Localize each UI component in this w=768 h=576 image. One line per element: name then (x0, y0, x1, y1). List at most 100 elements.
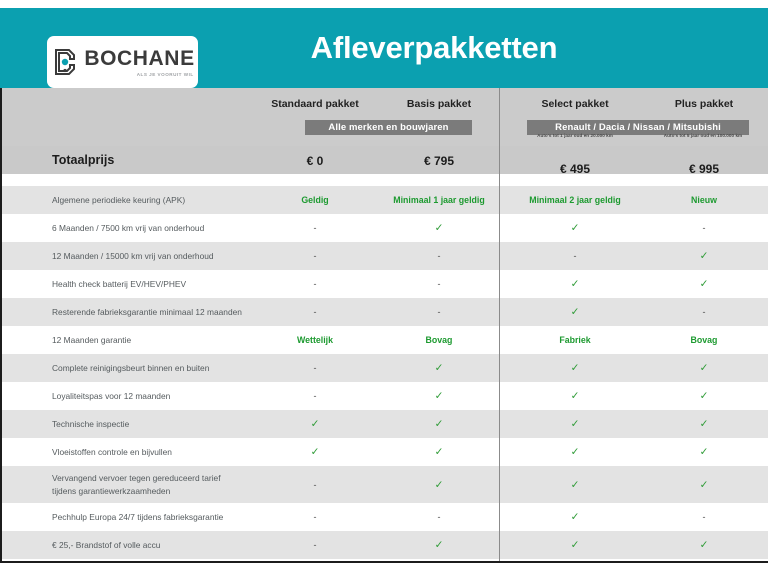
table-cell: - (573, 251, 577, 261)
note-plus-conditions: Auto's tot 5 jaar oud en 100.000 km (663, 133, 743, 138)
row-label: Resterende fabrieksgarantie minimaal 12 … (52, 306, 242, 317)
column-header-basis: Basis pakket (406, 98, 472, 110)
table-row: Algemene periodieke keuring (APK) Geldig M… (0, 186, 768, 214)
table-cell: ✓ (570, 511, 580, 523)
table-cell: - (313, 363, 317, 373)
table-cell: - (437, 279, 441, 289)
column-header-standaard: Standaard pakket (271, 98, 359, 110)
table-cell: - (313, 540, 317, 550)
table-cell: ✓ (434, 478, 444, 491)
table-row: Health check batterij EV/HEV/PHEV - - ✓ ✓ (0, 270, 768, 298)
table-row: Technische inspectie ✓ ✓ ✓ ✓ (0, 410, 768, 438)
total-price-label: Totaalprijs (52, 153, 115, 167)
table-cell: Minimaal 2 jaar geldig (529, 195, 621, 205)
table-row: 12 Maanden / 15000 km vrij van onderhoud… (0, 242, 768, 270)
row-label: Technische inspectie (52, 418, 130, 429)
table-cell: Geldig (301, 195, 329, 205)
table-cell: ✓ (434, 539, 444, 551)
table-cell: ✓ (570, 306, 580, 318)
table-row: Complete reinigingsbeurt binnen en buite… (0, 354, 768, 382)
table-cell: ✓ (570, 539, 580, 551)
table-cell: ✓ (310, 446, 320, 458)
note-select-conditions: Auto's tot 1 jaar oud en 20.000 km (537, 133, 613, 138)
table-cell: - (702, 512, 706, 522)
column-header-plus: Plus pakket (674, 98, 734, 110)
table-row: Loyaliteitspas voor 12 maanden - ✓ ✓ ✓ (0, 382, 768, 410)
table-cell: ✓ (434, 222, 444, 234)
table-row: Resterende fabrieksgarantie minimaal 12 … (0, 298, 768, 326)
table-row: € 25,- Brandstof of volle accu - ✓ ✓ ✓ (0, 531, 768, 559)
table-cell: - (313, 251, 317, 261)
table-row: Vervangend vervoer tegen gereduceerd tar… (0, 466, 768, 503)
table-row: 12 Maanden garantie Wettelijk Bovag Fabriek… (0, 326, 768, 354)
logo-tagline: ALS JE VOORUIT WIL (136, 71, 194, 77)
table-cell: Wettelijk (296, 335, 333, 345)
table-cell: ✓ (699, 418, 709, 430)
table-cell: ✓ (434, 390, 444, 402)
row-label: Vervangend vervoer tegen gereduceerd tar… (52, 473, 221, 496)
bochane-logo: BOCHANE ALS JE VOORUIT WIL (47, 36, 198, 88)
row-label: Algemene periodieke keuring (APK) (52, 194, 186, 205)
price-plus: € 995 (688, 162, 720, 176)
row-label: 12 Maanden / 15000 km vrij van onderhoud (52, 250, 214, 261)
table-cell: ✓ (434, 418, 444, 430)
price-basis: € 795 (423, 154, 455, 168)
row-label: Complete reinigingsbeurt binnen en buite… (52, 362, 210, 373)
row-label: 12 Maanden garantie (52, 334, 132, 345)
table-cell: - (437, 251, 441, 261)
row-label: 6 Maanden / 7500 km vrij van onderhoud (52, 222, 205, 233)
bochane-mark-icon (52, 47, 78, 77)
table-cell: Bovag (425, 335, 453, 345)
table-cell: - (313, 307, 317, 317)
table-cell: ✓ (699, 278, 709, 290)
logo-wordmark: BOCHANE (84, 46, 195, 70)
page-title: Afleverpakketten (310, 30, 558, 65)
table-cell: ✓ (570, 478, 580, 491)
table-cell: - (313, 223, 317, 233)
price-select: € 495 (559, 162, 591, 176)
badge-merken-select-plus: Renault / Dacia / Nissan / Mitsubishi (527, 120, 749, 135)
packages-comparison-table: Standaard pakket Basis pakket Select pak… (0, 88, 768, 563)
table-cell: ✓ (570, 362, 580, 374)
table-cell: ✓ (310, 418, 320, 430)
row-label: Vloeistoffen controle en bijvullen (52, 446, 172, 457)
table-row: Vloeistoffen controle en bijvullen ✓ ✓ ✓ ✓ (0, 438, 768, 466)
table-cell: ✓ (570, 222, 580, 234)
row-label: Health check batterij EV/HEV/PHEV (52, 278, 187, 289)
table-cell: ✓ (434, 446, 444, 458)
table-left-edge (0, 88, 2, 562)
column-header-select: Select pakket (541, 98, 609, 110)
row-label: Pechhulp Europa 24/7 tijdens fabrieksgar… (52, 511, 224, 522)
table-cell: - (437, 307, 441, 317)
table-cell: - (313, 391, 317, 401)
table-cell: - (313, 279, 317, 289)
table-cell: - (313, 479, 317, 490)
row-label: € 25,- Brandstof of volle accu (52, 539, 161, 550)
table-cell: ✓ (570, 418, 580, 430)
table-cell: ✓ (570, 446, 580, 458)
table-cell: Minimaal 1 jaar geldig (393, 195, 485, 205)
table-cell: ✓ (699, 362, 709, 374)
table-cell: - (702, 223, 706, 233)
table-bottom-rule (0, 561, 768, 563)
table-cell: Bovag (690, 335, 718, 345)
table-cell: - (313, 512, 317, 522)
row-label: Loyaliteitspas voor 12 maanden (52, 390, 171, 401)
table-cell: ✓ (570, 390, 580, 402)
page-header-banner: BOCHANE ALS JE VOORUIT WIL Afleverpakket… (0, 8, 768, 88)
table-cell: Nieuw (691, 195, 717, 205)
badge-alle-merken: Alle merken en bouwjaren (305, 120, 472, 135)
table-cell: ✓ (570, 278, 580, 290)
table-row: 6 Maanden / 7500 km vrij van onderhoud - ✓… (0, 214, 768, 242)
price-standaard: € 0 (306, 154, 324, 168)
table-cell: ✓ (699, 539, 709, 551)
table-cell: ✓ (699, 446, 709, 458)
table-cell: Fabriek (559, 335, 591, 345)
column-group-divider (499, 88, 500, 562)
total-price-band (0, 146, 768, 174)
table-cell: ✓ (699, 250, 709, 262)
table-cell: ✓ (699, 478, 709, 491)
table-cell: ✓ (699, 390, 709, 402)
table-cell: ✓ (434, 362, 444, 374)
